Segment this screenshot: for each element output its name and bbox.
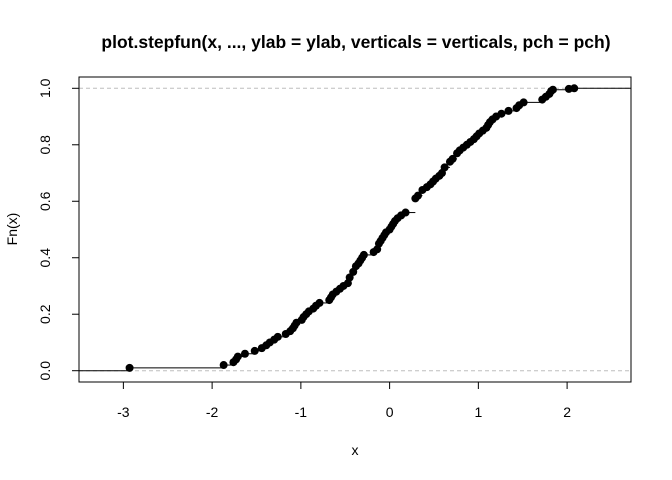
data-point xyxy=(273,332,282,341)
data-point xyxy=(414,191,423,200)
data-point xyxy=(125,363,134,372)
y-axis-label: Fn(x) xyxy=(4,213,20,246)
data-point xyxy=(359,250,368,259)
data-point xyxy=(504,106,513,115)
x-axis: -3 -2 -1 0 1 2 xyxy=(117,381,571,420)
data-point xyxy=(548,85,557,94)
data-point xyxy=(315,298,324,307)
x-tick-label: 0 xyxy=(386,404,394,420)
y-tick-label: 1.0 xyxy=(37,78,53,98)
x-tick-label: -3 xyxy=(117,404,130,420)
data-point xyxy=(570,84,579,93)
y-axis: 0.0 0.2 0.4 0.6 0.8 1.0 xyxy=(37,78,80,381)
chart-title: plot.stepfun(x, ..., ylab = ylab, vertic… xyxy=(101,32,610,52)
x-axis-label: x xyxy=(352,442,359,458)
y-tick-label: 0.0 xyxy=(37,361,53,381)
data-point xyxy=(497,109,506,118)
data-point xyxy=(448,154,457,163)
y-tick-label: 0.8 xyxy=(37,135,53,155)
data-point xyxy=(240,349,249,358)
y-tick-label: 0.6 xyxy=(37,191,53,211)
data-point xyxy=(233,352,242,361)
step-segments xyxy=(79,87,631,372)
x-tick-label: -1 xyxy=(295,404,308,420)
y-tick-label: 0.2 xyxy=(37,304,53,324)
y-tick-label: 0.4 xyxy=(37,248,53,268)
x-tick-label: -2 xyxy=(206,404,219,420)
data-points xyxy=(125,84,579,372)
plot-box xyxy=(78,76,632,383)
x-tick-label: 2 xyxy=(563,404,571,420)
x-tick-label: 1 xyxy=(474,404,482,420)
data-point xyxy=(219,361,228,370)
reference-lines xyxy=(79,87,631,372)
data-point xyxy=(519,98,528,107)
data-point xyxy=(250,346,259,355)
data-point xyxy=(440,163,449,172)
data-point xyxy=(401,208,410,217)
